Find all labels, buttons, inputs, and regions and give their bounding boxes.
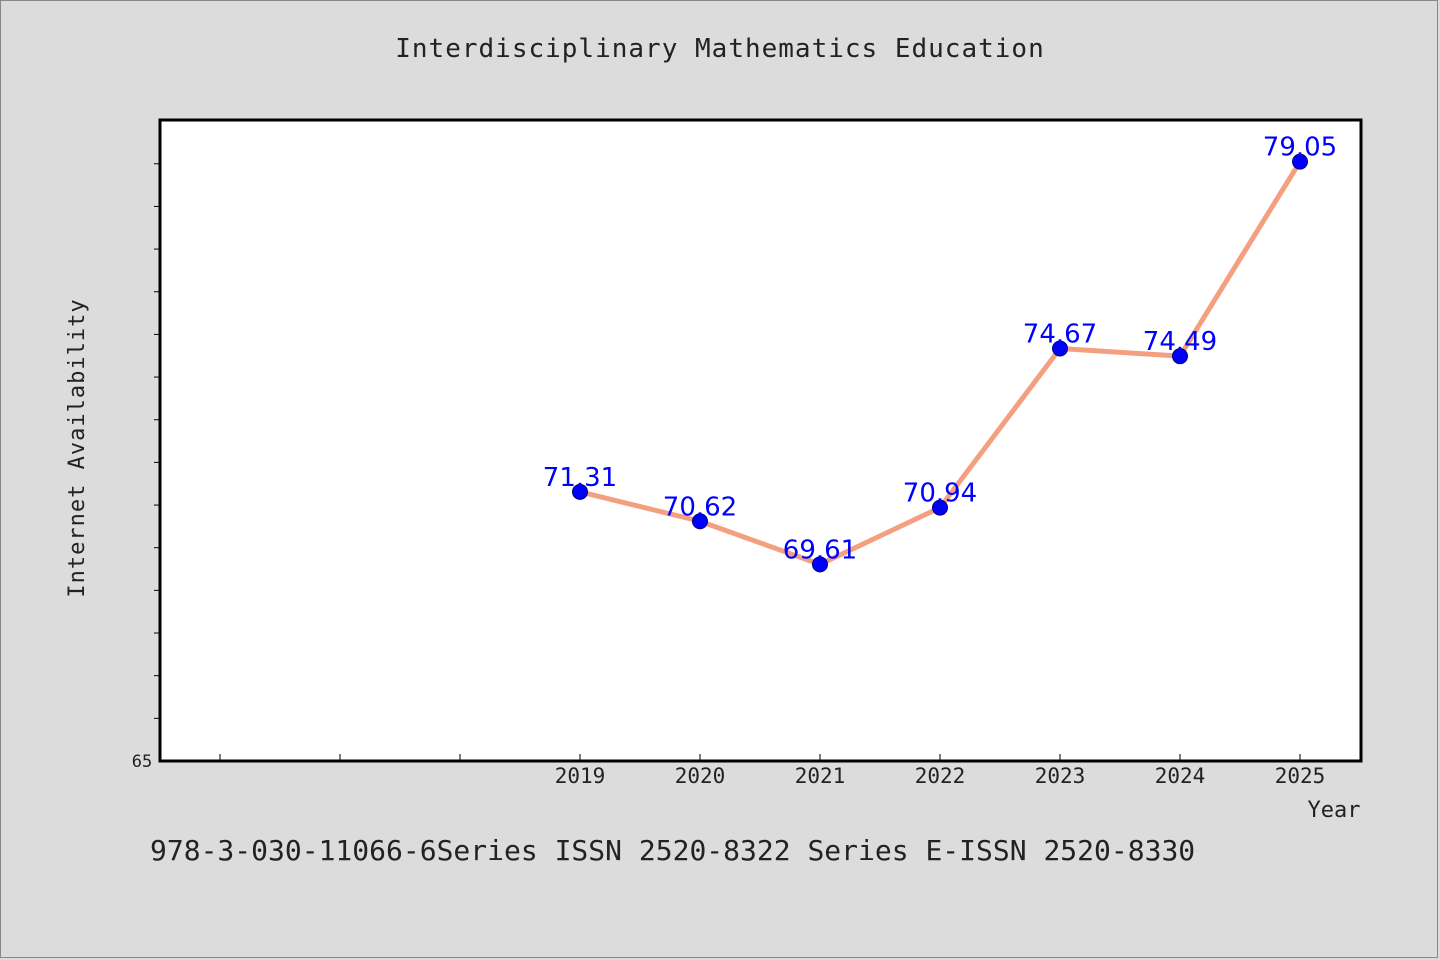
axis-ticks: 2019 2020 2021 2022 2023 2024 2025 <box>154 163 1326 788</box>
data-point <box>1292 153 1308 170</box>
y-axis-label: Internet Availability <box>65 298 90 597</box>
points-group <box>572 153 1308 573</box>
x-tick-label: 2024 <box>1155 764 1206 788</box>
chart-title: Interdisciplinary Mathematics Education <box>395 34 1045 64</box>
data-label: 74.67 <box>1023 319 1097 349</box>
y-tick-label: 65 <box>132 752 152 772</box>
data-label: 79.05 <box>1263 133 1337 163</box>
labels-group: 71.31 70.62 69.61 70.94 74.67 74.49 79.05 <box>543 133 1337 566</box>
data-point <box>932 499 948 516</box>
data-point <box>572 483 588 500</box>
plot-area <box>158 118 1363 763</box>
x-tick-label: 2019 <box>555 764 606 788</box>
data-label: 74.49 <box>1143 327 1217 357</box>
data-label: 70.62 <box>663 492 737 522</box>
data-point <box>1052 340 1068 357</box>
x-tick-label: 2020 <box>675 764 726 788</box>
data-point <box>812 556 828 573</box>
x-tick-label: 2022 <box>915 764 966 788</box>
x-tick-label: 2025 <box>1275 764 1326 788</box>
data-label: 69.61 <box>783 535 857 565</box>
data-point <box>692 513 708 530</box>
footer-isbn-text: 978-3-030-11066-6Series ISSN 2520-8322 S… <box>150 834 1196 867</box>
data-label: 71.31 <box>543 463 617 493</box>
x-tick-label: 2023 <box>1035 764 1086 788</box>
data-point <box>1172 348 1188 365</box>
data-label: 70.94 <box>903 479 977 509</box>
x-axis-label: Year <box>1308 798 1361 823</box>
x-tick-label: 2021 <box>795 764 846 788</box>
